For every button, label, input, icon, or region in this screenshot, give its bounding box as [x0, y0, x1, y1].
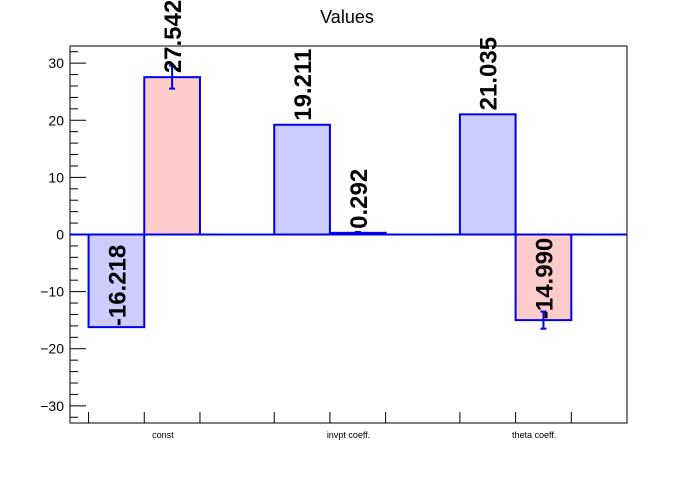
bar [87, 233, 146, 329]
bar-value-label: -14.990 [531, 238, 558, 319]
y-tick-label: −20 [40, 341, 64, 357]
bar-value-label: 0.292 [346, 169, 373, 229]
chart-title: Values [320, 7, 374, 27]
y-tick-label: 10 [48, 169, 64, 185]
bar-value-label: 21.035 [476, 37, 503, 110]
x-category-label: theta coeff. [512, 430, 556, 440]
y-tick-label: 20 [48, 112, 64, 128]
y-tick-label: 0 [56, 227, 64, 243]
y-tick-label: −10 [40, 284, 64, 300]
bar-value-label: 19.211 [290, 49, 317, 121]
bar [143, 76, 201, 236]
x-category-label: invpt coeff. [327, 430, 370, 440]
bar-value-label: 27.542 [160, 0, 187, 73]
bar [458, 113, 517, 236]
y-tick-label: −30 [40, 398, 64, 414]
y-tick-label: 30 [48, 55, 64, 71]
plot-area: −30 −20 −10 0 10 20 30 const invpt coeff. theta c… [40, 0, 628, 440]
bar [273, 123, 331, 236]
bar-value-label: -16.218 [104, 245, 131, 326]
x-category-label: const [152, 430, 174, 440]
